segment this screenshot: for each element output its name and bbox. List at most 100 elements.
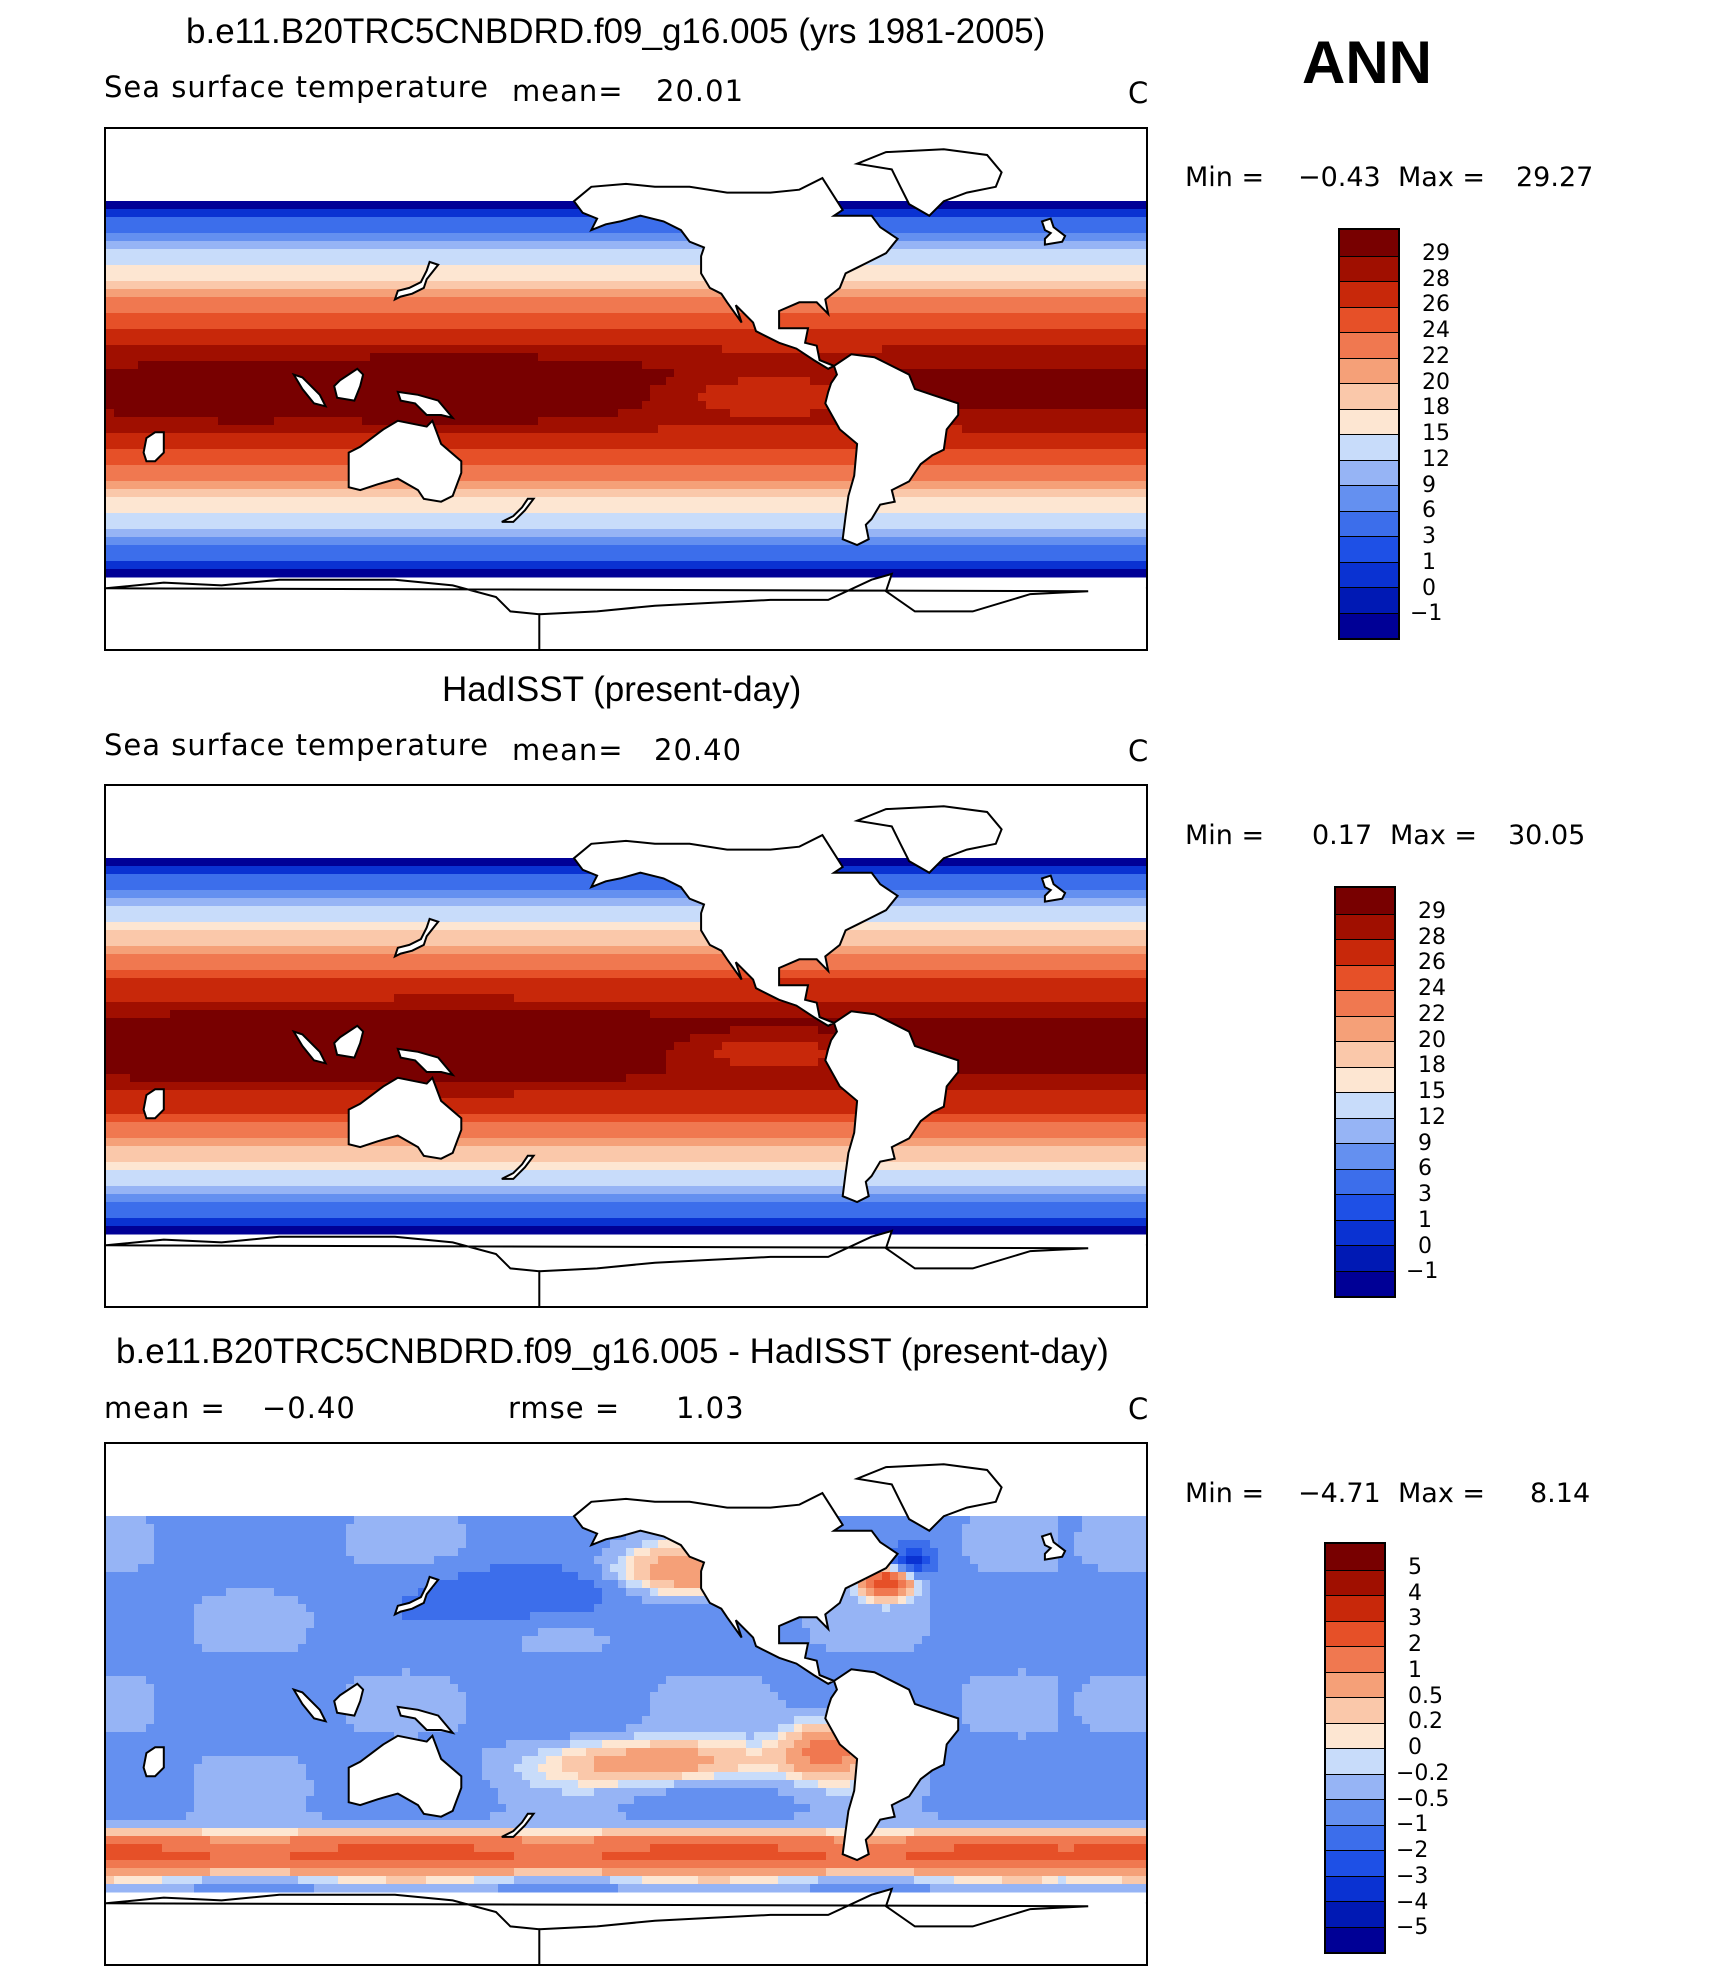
panel3-mean-label: mean =: [104, 1391, 226, 1425]
panel3-max-label: Max =: [1398, 1478, 1486, 1509]
panel2-units: C: [1128, 734, 1150, 768]
colorbar-cell: [1326, 1773, 1384, 1799]
landmass-greenland: [853, 1463, 1003, 1532]
panel2-variable: Sea surface temperature: [104, 728, 489, 762]
colorbar-tick-label: −1: [1410, 601, 1443, 627]
colorbar-cell: [1340, 408, 1398, 434]
panel2-map-svg: [106, 805, 1146, 1306]
landmass-sumatra: [291, 1687, 328, 1723]
colorbar-tick-label: 24: [1422, 318, 1450, 343]
colorbar-tick-label: 12: [1422, 446, 1450, 472]
colorbar-cell: [1340, 510, 1398, 536]
landmass-japan: [393, 1575, 440, 1617]
colorbar-cell: [1326, 1569, 1384, 1595]
colorbar-tick-label: −1: [1396, 1812, 1429, 1838]
colorbar-cell: [1336, 1270, 1394, 1296]
colorbar-cell: [1336, 964, 1394, 990]
panel1-units: C: [1128, 76, 1150, 110]
colorbar-tick-label: 22: [1422, 343, 1450, 369]
landmass-australia: [347, 1733, 463, 1818]
colorbar-cell: [1336, 1219, 1394, 1245]
colorbar-tick-label: 0: [1418, 1233, 1432, 1259]
colorbar-cell: [1326, 1697, 1384, 1723]
colorbar-tick-label: 0.5: [1408, 1683, 1443, 1709]
landmass-nz: [501, 1154, 536, 1180]
colorbar-tick-label: 9: [1418, 1130, 1432, 1156]
panel3-min-value: −4.71: [1298, 1478, 1381, 1509]
colorbar-cell: [1326, 1850, 1384, 1876]
colorbar-cell: [1340, 306, 1398, 332]
panel1-map: [104, 127, 1148, 651]
landmass-antarctica: [106, 572, 1089, 649]
colorbar-cell: [1336, 1194, 1394, 1220]
landmass-borneo: [333, 367, 365, 402]
colorbar-tick-label: 22: [1418, 1001, 1446, 1027]
colorbar-tick-label: 2: [1408, 1632, 1422, 1657]
panel1-title: b.e11.B20TRC5CNBDRD.f09_g16.005 (yrs 198…: [186, 12, 1046, 51]
landmass-madagascar: [142, 1088, 165, 1120]
colorbar-tick-label: 9: [1422, 472, 1436, 498]
panel2-max-label: Max =: [1390, 820, 1478, 851]
colorbar-cell: [1326, 1722, 1384, 1748]
landmass-samerica: [824, 353, 960, 547]
panel1-max-label: Max =: [1398, 162, 1486, 193]
colorbar-tick-label: 0: [1422, 575, 1436, 601]
season-label: ANN: [1302, 29, 1432, 96]
landmass-madagascar: [142, 431, 165, 463]
colorbar-tick-label: 15: [1418, 1079, 1446, 1104]
colorbar-tick-label: 28: [1418, 924, 1446, 950]
colorbar-cell: [1340, 255, 1398, 281]
panel3-min-label: Min =: [1185, 1478, 1265, 1509]
colorbar-tick-label: 24: [1418, 976, 1446, 1001]
colorbar-cell: [1326, 1748, 1384, 1774]
panel1-mean-value: 20.01: [656, 74, 745, 108]
landmass-borneo: [333, 1682, 365, 1717]
panel2-title: HadISST (present-day): [442, 670, 802, 709]
colorbar-tick-label: 6: [1422, 498, 1436, 524]
colorbar-cell: [1326, 1620, 1384, 1646]
landmass-namerica: [572, 833, 900, 1027]
colorbar-tick-label: 28: [1422, 266, 1450, 292]
colorbar-cell: [1326, 1544, 1384, 1570]
colorbar-tick-label: −3: [1396, 1863, 1429, 1889]
landmass-japan: [393, 260, 440, 302]
colorbar-tick-label: −1: [1406, 1259, 1439, 1285]
panel1-colorbar: [1338, 228, 1400, 640]
colorbar-tick-label: −2: [1396, 1838, 1429, 1863]
landmass-sumatra: [291, 1029, 328, 1065]
landmass-namerica: [572, 176, 900, 370]
colorbar-cell: [1326, 1926, 1384, 1952]
colorbar-cell: [1326, 1671, 1384, 1697]
colorbar-cell: [1336, 939, 1394, 965]
colorbar-tick-label: 15: [1422, 421, 1450, 446]
panel3-map-svg: [106, 1463, 1146, 1964]
landmass-uk: [1040, 874, 1067, 903]
landmass-newguinea: [396, 1047, 456, 1077]
colorbar-cell: [1340, 332, 1398, 358]
landmass-uk: [1040, 1532, 1067, 1561]
colorbar-cell: [1340, 281, 1398, 307]
sst-field: [106, 858, 1146, 1235]
colorbar-tick-label: −0.5: [1396, 1786, 1450, 1812]
coastlines: [106, 805, 1146, 1306]
colorbar-cell: [1326, 1646, 1384, 1672]
colorbar-tick-label: 5: [1408, 1554, 1422, 1580]
panel3-max-value: 8.14: [1530, 1478, 1591, 1509]
colorbar-cell: [1340, 383, 1398, 409]
panel2-mean-value: 20.40: [654, 733, 743, 767]
colorbar-cell: [1340, 485, 1398, 511]
colorbar-cell: [1326, 1901, 1384, 1927]
sst-field: [106, 1516, 1146, 1893]
landmass-namerica: [572, 1491, 900, 1685]
landmass-australia: [347, 1075, 463, 1160]
panel3-rmse-value: 1.03: [676, 1391, 745, 1425]
colorbar-tick-label: 20: [1418, 1027, 1446, 1053]
colorbar-cell: [1326, 1824, 1384, 1850]
colorbar-tick-label: 18: [1418, 1053, 1446, 1079]
colorbar-tick-label: 0.2: [1408, 1709, 1443, 1735]
colorbar-cell: [1336, 1168, 1394, 1194]
coastlines: [106, 148, 1146, 649]
colorbar-cell: [1340, 459, 1398, 485]
panel2-min-label: Min =: [1185, 820, 1265, 851]
panel2-colorbar: [1334, 886, 1396, 1298]
